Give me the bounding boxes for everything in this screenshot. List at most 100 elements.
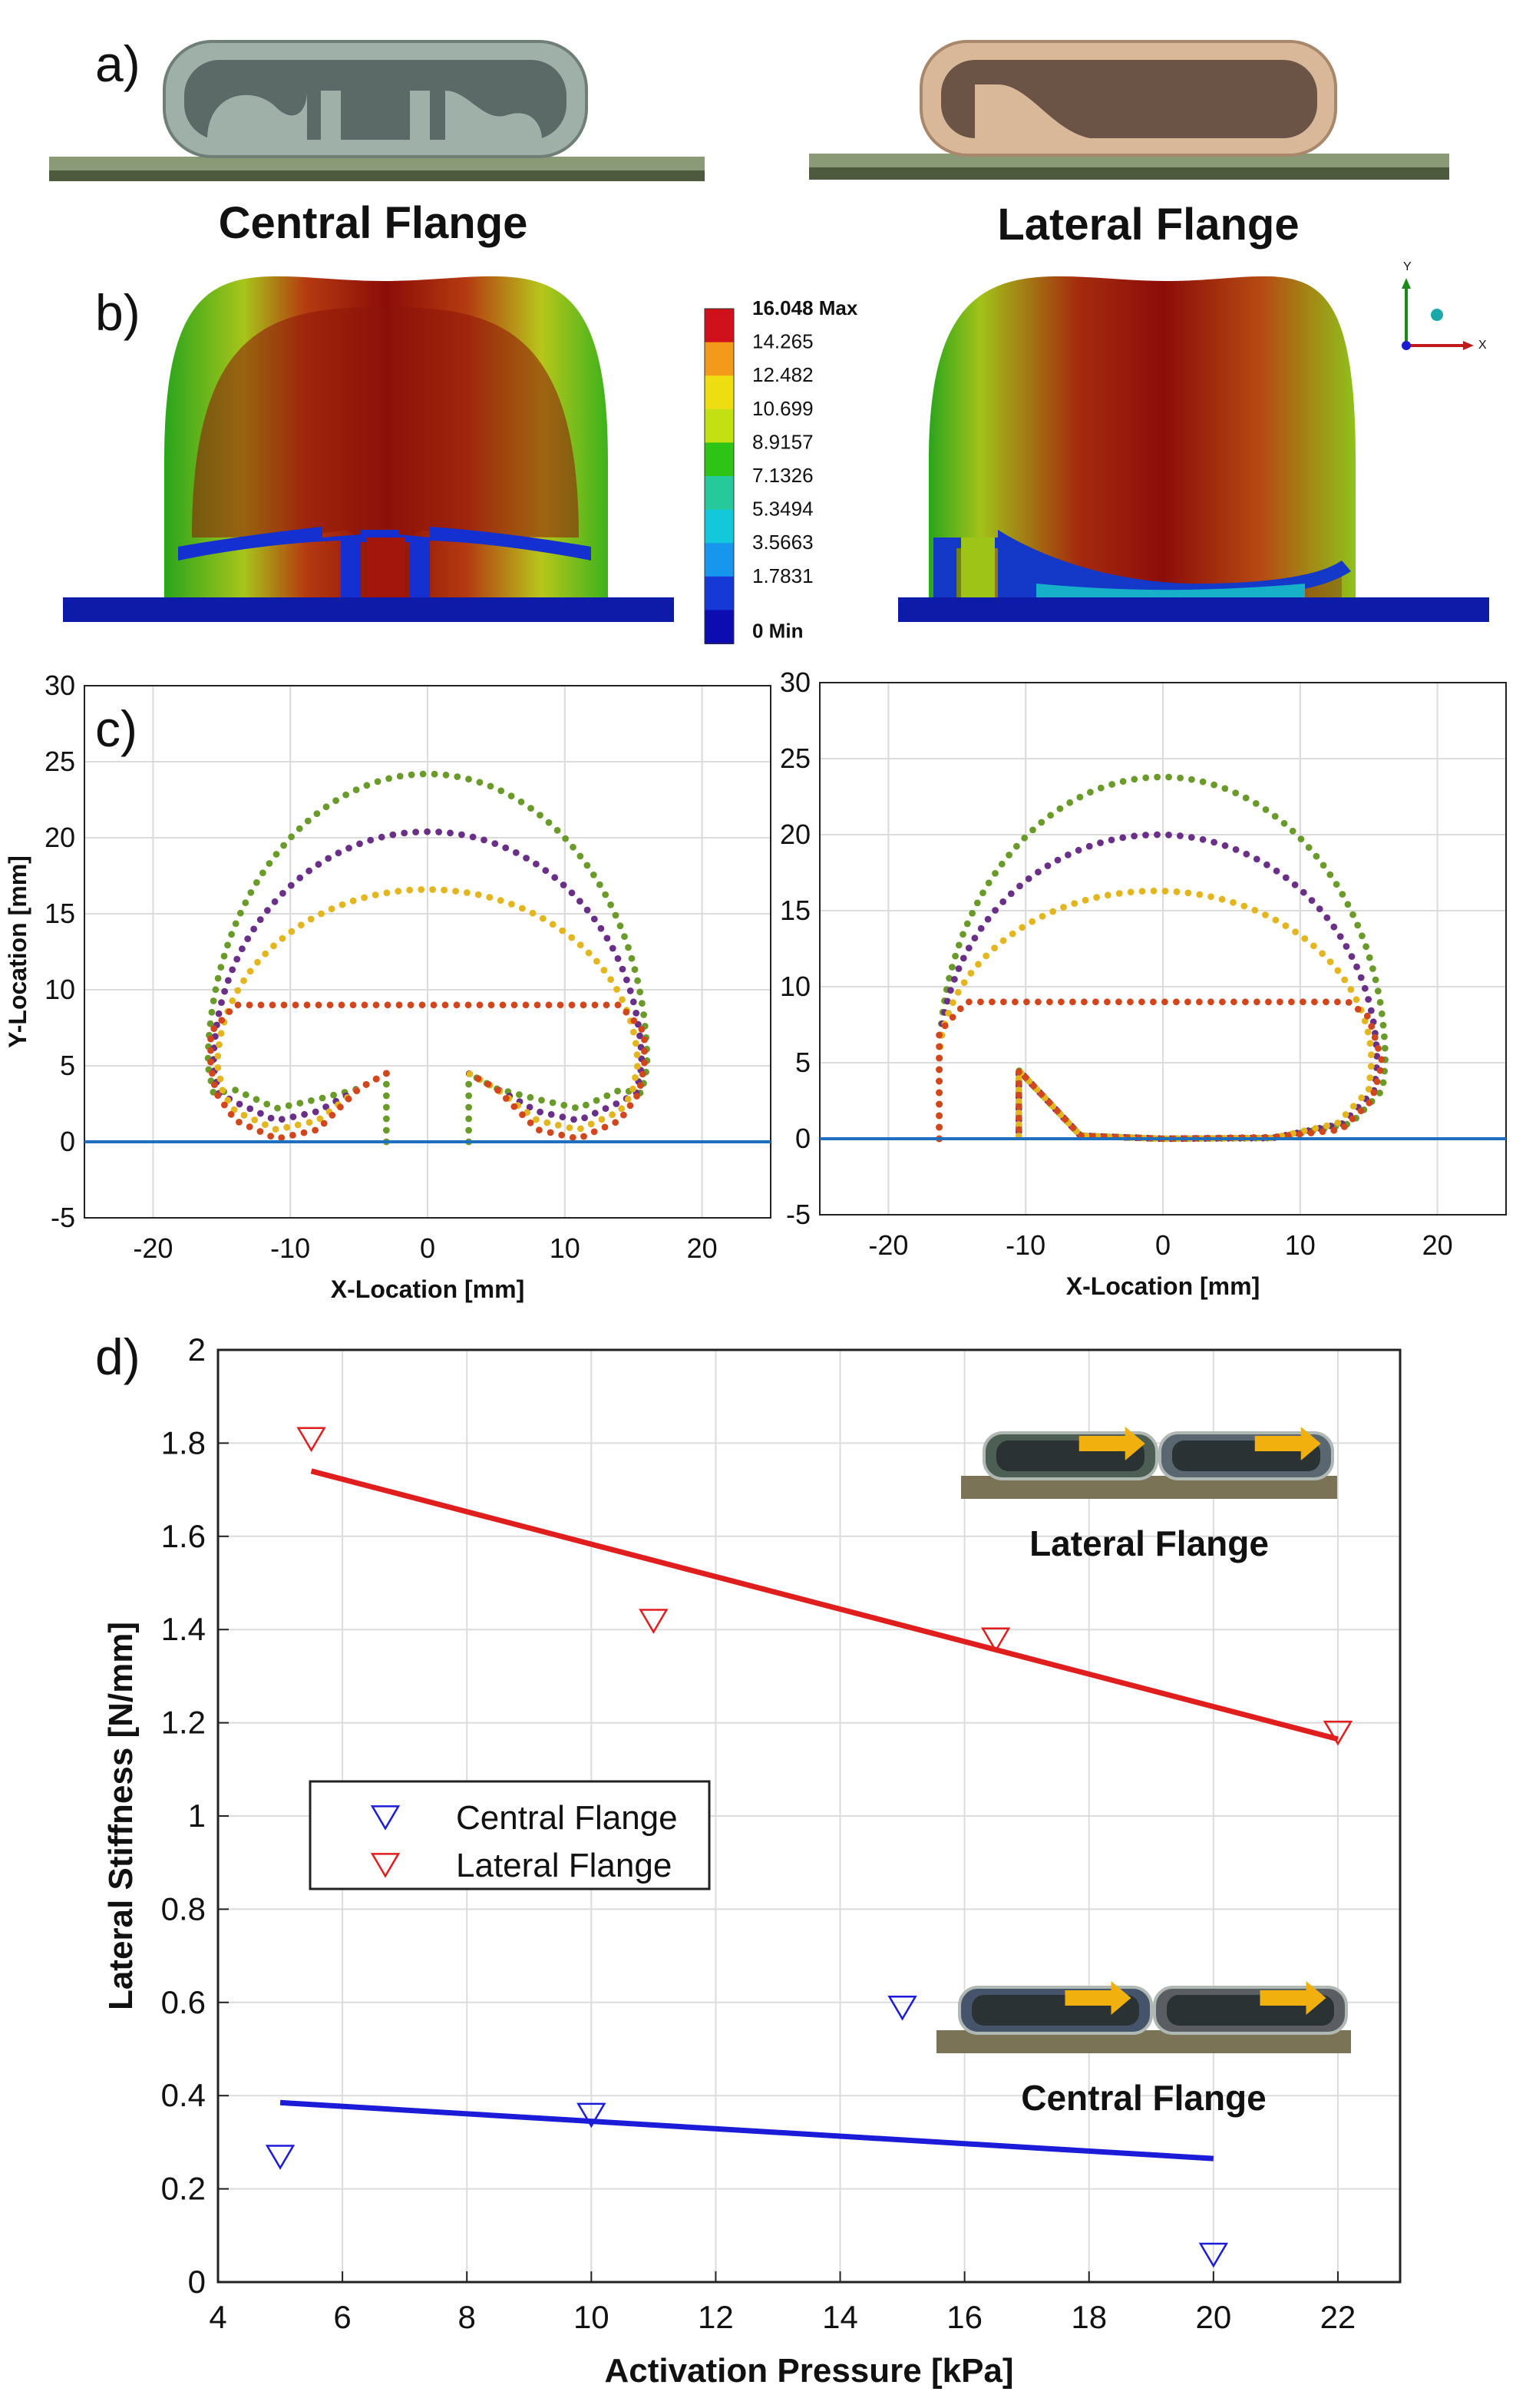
curve-point bbox=[1025, 875, 1032, 882]
curve-point bbox=[1015, 1114, 1022, 1122]
curve-point bbox=[502, 1095, 510, 1102]
colorbar: 16.048 Max 14.265 12.482 10.699 8.9157 7.1326… bbox=[704, 296, 858, 644]
axes-frame bbox=[819, 682, 1507, 1216]
curve-point bbox=[251, 1116, 259, 1123]
curve-point bbox=[1282, 874, 1290, 882]
curve-point bbox=[316, 1115, 324, 1123]
curve-point bbox=[551, 874, 559, 882]
curve-point bbox=[497, 787, 505, 795]
curve-point bbox=[352, 786, 360, 793]
curve-point bbox=[1154, 831, 1161, 838]
curve-point bbox=[941, 1022, 949, 1030]
curve-point bbox=[1015, 1126, 1022, 1133]
data-marker bbox=[1198, 2242, 1229, 2268]
curve-point bbox=[1381, 1044, 1389, 1052]
curve-point bbox=[1019, 924, 1026, 931]
curve-point bbox=[965, 944, 973, 951]
curve-point bbox=[1334, 998, 1341, 1006]
curve-point bbox=[545, 1001, 553, 1009]
x-tick-label: 8 bbox=[458, 2299, 476, 2335]
curve-point bbox=[1323, 914, 1331, 921]
y-tick-label: 0 bbox=[795, 1123, 811, 1154]
triad-x-label: X bbox=[1478, 339, 1487, 352]
curve-point bbox=[600, 967, 608, 974]
curve-point bbox=[936, 1054, 943, 1062]
curve-point bbox=[337, 1103, 344, 1111]
curve-point bbox=[602, 891, 609, 898]
curve-point bbox=[1353, 963, 1360, 971]
curve-point bbox=[1187, 834, 1195, 841]
curve-point bbox=[215, 1010, 223, 1017]
curve-point bbox=[300, 1129, 308, 1136]
curve-point bbox=[227, 1110, 235, 1118]
curve-point bbox=[210, 997, 217, 1004]
curve-point bbox=[989, 998, 996, 1006]
panel-label-c: c) bbox=[95, 700, 137, 757]
curve-point bbox=[583, 906, 591, 914]
curve-point bbox=[1376, 1067, 1384, 1074]
inset-arrow bbox=[1254, 1427, 1321, 1460]
curve-point bbox=[633, 1051, 641, 1059]
curve-point bbox=[234, 987, 242, 994]
colorbar-swatch bbox=[705, 309, 734, 343]
curve-point bbox=[1277, 998, 1283, 1006]
curve-point bbox=[559, 1113, 566, 1121]
fit-line bbox=[279, 2099, 1214, 2162]
y-tick-label: 15 bbox=[780, 895, 811, 926]
y-tick-label: 20 bbox=[780, 819, 811, 850]
curve-point bbox=[1058, 998, 1065, 1006]
curve-point bbox=[1354, 1005, 1362, 1013]
curve-point bbox=[1000, 998, 1007, 1006]
curve-point bbox=[517, 798, 525, 805]
curve-point bbox=[547, 1129, 554, 1136]
curve-point bbox=[1076, 793, 1084, 801]
chart-d: 4 6 8 10 12 14 16 18 20 2221.81.61.41.210.80.60.4… bbox=[102, 1331, 1402, 2390]
curve-point bbox=[538, 1096, 545, 1104]
curve-point bbox=[262, 950, 269, 958]
curve-point bbox=[465, 776, 472, 783]
curve-point bbox=[1288, 998, 1295, 1006]
curve-point bbox=[1368, 1051, 1375, 1059]
x-tick-label: -20 bbox=[133, 1232, 173, 1264]
curve-point bbox=[522, 1001, 530, 1009]
curve-point bbox=[1265, 998, 1272, 1006]
curve-point bbox=[967, 970, 975, 977]
curve-point bbox=[407, 1001, 415, 1009]
curve-point bbox=[288, 928, 296, 935]
curve-point bbox=[263, 1100, 271, 1108]
curve-point bbox=[220, 952, 228, 960]
curve-point bbox=[1378, 1010, 1386, 1017]
curve-point bbox=[634, 977, 641, 984]
curve-point bbox=[270, 942, 277, 950]
curve-point bbox=[569, 1134, 576, 1141]
curve-point bbox=[956, 1005, 964, 1013]
curve-point bbox=[936, 1089, 943, 1096]
curve-point bbox=[1093, 894, 1100, 901]
curve-point bbox=[1316, 905, 1323, 913]
curve-point bbox=[259, 869, 266, 877]
curve-point bbox=[1271, 812, 1279, 820]
curve-point bbox=[639, 1070, 646, 1078]
curve-point bbox=[1015, 1091, 1022, 1099]
curve-point bbox=[537, 812, 543, 819]
curve-point bbox=[1119, 834, 1127, 842]
curve-point bbox=[363, 782, 371, 789]
curve-point bbox=[936, 1100, 943, 1108]
curve-point bbox=[568, 889, 576, 897]
curve-point bbox=[257, 1110, 264, 1117]
curve-point bbox=[212, 986, 220, 994]
curve-point bbox=[1242, 998, 1249, 1006]
colorbar-swatch bbox=[705, 610, 734, 644]
curve-point bbox=[1065, 852, 1072, 858]
curve-point bbox=[1056, 805, 1064, 812]
curve-point bbox=[345, 845, 352, 852]
curve-point bbox=[338, 1001, 345, 1009]
curve-point bbox=[1097, 839, 1104, 846]
curve-point bbox=[1320, 862, 1327, 869]
curve-point bbox=[349, 897, 357, 905]
curve-point bbox=[1354, 921, 1362, 929]
curve-point bbox=[256, 1128, 264, 1135]
curve-point bbox=[1334, 1120, 1342, 1126]
curve-point bbox=[603, 1001, 610, 1009]
colorbar-label: 1.7831 bbox=[752, 564, 814, 587]
